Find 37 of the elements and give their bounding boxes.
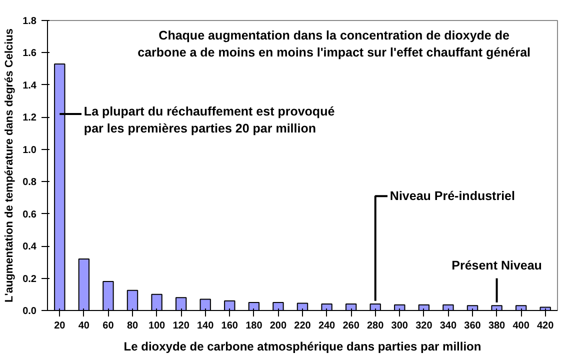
x-axis-title: Le dioxyde de carbone atmosphérique dans parties par million [124, 340, 482, 354]
text: Chaque augmentation dans la concentration de dioxyde de carbone a de moins en moins l'impact sur l'effet chauffant général [138, 28, 530, 60]
x-tick-label: 20 [54, 320, 66, 332]
y-tick-label: 0.4 [22, 242, 37, 253]
x-tick-label: 380 [488, 320, 506, 332]
x-tick-label: 340 [440, 320, 457, 332]
x-tick-label: 280 [367, 320, 384, 332]
x-tick-label: 220 [294, 320, 312, 332]
x-tick-label: 400 [512, 320, 530, 332]
x-tick-label: 300 [391, 320, 408, 332]
annotation: Présent Niveau [452, 258, 542, 272]
y-tick-label: 0.2 [22, 274, 37, 285]
y-tick-label: 0.8 [22, 177, 37, 188]
y-tick-label: 1.4 [22, 80, 37, 92]
x-tick-label: 100 [148, 320, 166, 332]
x-tick-label: 360 [464, 320, 482, 332]
x-tick-label: 260 [342, 320, 360, 332]
x-tick-label: 120 [172, 320, 190, 332]
x-tick-label: 420 [537, 320, 554, 332]
x-tick-label: 60 [102, 320, 114, 332]
x-tick-label: 80 [126, 320, 138, 332]
annotation: Niveau Pré-industriel [390, 189, 515, 204]
y-tick-label: 1.2 [22, 112, 37, 124]
y-tick-label: 1.6 [22, 48, 37, 60]
x-tick-label: 200 [270, 320, 287, 332]
x-tick-label: 180 [246, 320, 263, 332]
y-axis-title: L'augmentation de température dans degrés Celcius [4, 28, 16, 303]
x-tick-label: 160 [221, 320, 238, 332]
y-tick-label: 0.0 [22, 306, 37, 317]
y-tick-label: 1.0 [22, 144, 37, 156]
annotation: La plupart du réchauffement est provoqué par les premières parties 20 par million [84, 104, 335, 136]
y-tick-label: 0.6 [22, 209, 37, 220]
x-tick-label: 40 [78, 320, 90, 332]
x-tick-label: 140 [197, 320, 214, 332]
x-tick-label: 240 [318, 320, 336, 332]
x-tick-label: 320 [416, 320, 433, 332]
y-tick-label: 1.8 [22, 16, 37, 27]
